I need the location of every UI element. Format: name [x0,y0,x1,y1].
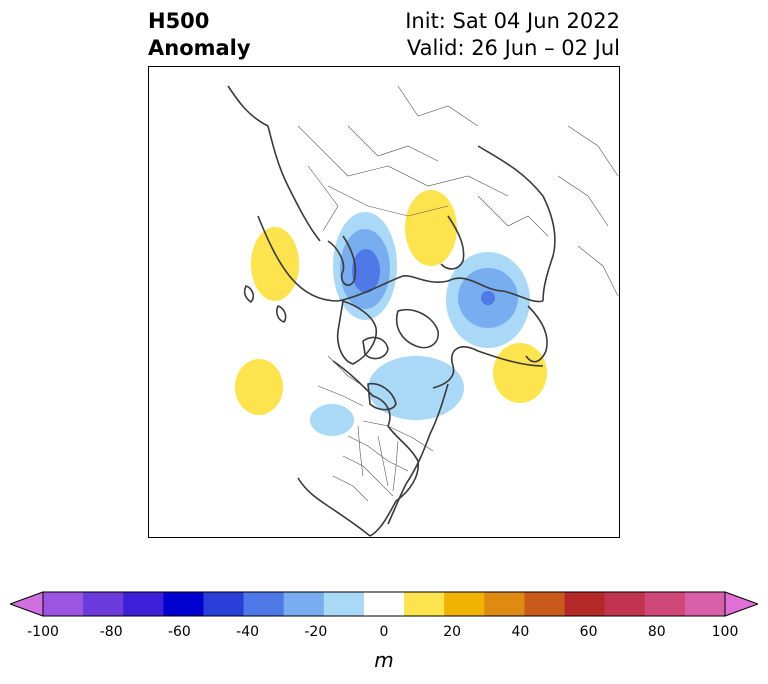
title-right: Init: Sat 04 Jun 2022 Valid: 26 Jun – 02… [405,8,620,62]
positive-anomaly-pacific-west [235,359,283,415]
colorbar-segment [163,592,204,616]
colorbar-segment [43,592,84,616]
colorbar-segment [323,592,365,616]
negative-anomaly-hudson [368,356,464,420]
colorbar-segment [604,592,646,616]
colorbar-segment [524,592,566,616]
colorbar-segment [283,592,325,616]
anomaly-map [148,66,620,538]
colorbar-tick-label: 100 [711,624,739,640]
negative-anomaly-europe-core [352,249,380,293]
colorbar-tick-labels: -100 -80 -60 -40 -20 0 20 40 60 80 100 [0,624,768,644]
negative-anomaly-west-canada [310,404,354,436]
coastlines [227,85,556,537]
colorbar-segment [564,592,606,616]
map-border [148,66,620,538]
colorbar-segment [684,592,726,616]
colorbar-tick-label: 60 [579,624,598,640]
colorbar-frame [42,591,726,617]
colorbar-tick-label: 0 [379,624,389,640]
positive-anomaly-atlantic [251,227,299,301]
political-borders [297,85,619,502]
colorbar-segment [444,592,485,616]
colorbar-segment [243,592,285,616]
map-variable-title: H500 [148,9,210,33]
anomaly-shading [235,190,547,436]
colorbar-segment [83,592,124,616]
colorbar [10,591,758,617]
colorbar-unit-label: m [374,648,394,672]
colorbar-tick-label: -20 [304,624,328,640]
colorbar-segment [644,592,686,616]
colorbar-tick-label: -40 [236,624,260,640]
colorbar-segment [203,592,245,616]
colorbar-tick-label: -100 [27,624,59,640]
positive-anomaly-pacific-east [493,343,547,403]
colorbar-segment [404,592,445,616]
init-date: Init: Sat 04 Jun 2022 [405,9,620,33]
colorbar-segment [123,592,164,616]
colorbar-tick-label: 20 [443,624,462,640]
colorbar-tick-label: 40 [511,624,530,640]
colorbar-segment [484,592,525,616]
map-subtitle: Anomaly [148,36,251,60]
colorbar-extend-high [724,591,758,617]
negative-anomaly-siberia-core [481,291,495,305]
positive-anomaly-siberia [405,190,457,266]
colorbar-extend-low [10,591,44,617]
valid-dates: Valid: 26 Jun – 02 Jul [406,36,620,60]
colorbar-segment [363,592,405,616]
colorbar-tick-label: -80 [99,624,123,640]
colorbar-tick-label: 80 [647,624,666,640]
colorbar-tick-label: -60 [167,624,191,640]
title-left: H500 Anomaly [148,8,251,62]
